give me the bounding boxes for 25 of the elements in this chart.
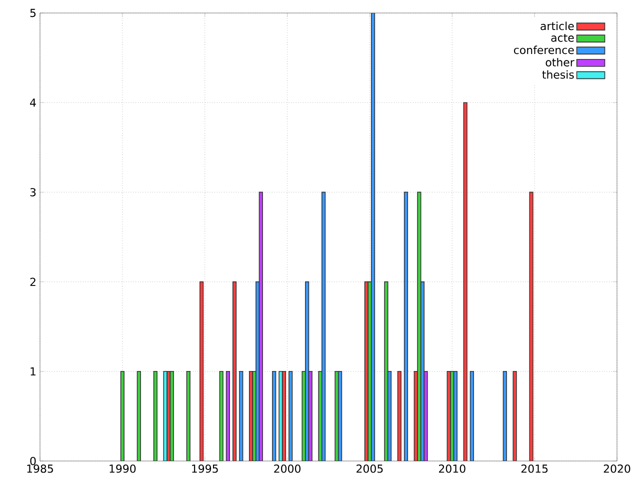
y-tick-label: 3 [30, 188, 36, 196]
bar [502, 371, 507, 461]
y-tick-label: 5 [30, 8, 36, 18]
y-tick-label: 4 [30, 98, 36, 107]
bar [239, 371, 244, 461]
x-tick-label: 2020 [604, 464, 630, 473]
bar [288, 371, 293, 461]
legend-label: conference [514, 46, 574, 54]
bar [404, 192, 408, 461]
x-tick-label: 2005 [356, 464, 383, 473]
y-tick-label: 0 [30, 456, 36, 466]
legend-label: article [540, 22, 574, 30]
bar [272, 371, 276, 461]
bar [470, 371, 474, 461]
legend-label: other [546, 58, 574, 66]
y-tick-label: 2 [30, 278, 36, 286]
x-tick-label: 2015 [521, 464, 548, 473]
x-tick-label: 2010 [438, 464, 466, 473]
x-tick-label: 1990 [110, 464, 136, 473]
legend-label: acte [551, 34, 574, 42]
x-tick-label: 1995 [192, 464, 218, 473]
x-tick-label: 2000 [274, 464, 300, 473]
y-tick-label: 1 [30, 367, 36, 376]
legend-label: thesis [542, 70, 574, 79]
x-tick-label: 1985 [27, 464, 53, 473]
